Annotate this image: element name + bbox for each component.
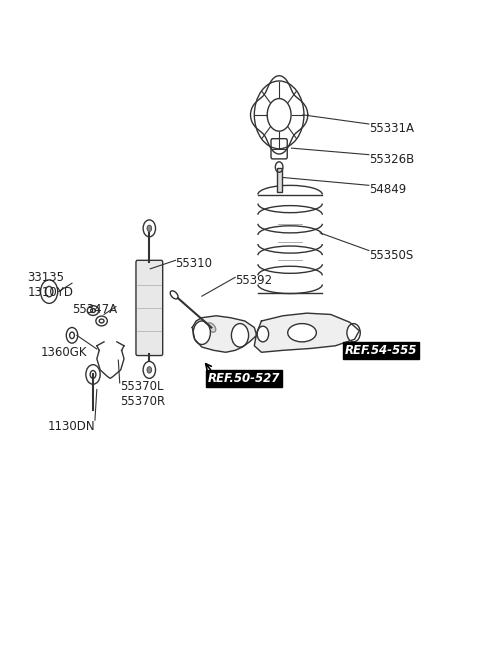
Circle shape	[257, 326, 269, 342]
Text: 54849: 54849	[369, 183, 406, 196]
Text: 55331A: 55331A	[369, 122, 414, 135]
Bar	[277, 168, 281, 192]
Circle shape	[147, 225, 152, 232]
Text: 33135
1310YD: 33135 1310YD	[28, 271, 73, 299]
Circle shape	[347, 324, 360, 342]
Circle shape	[193, 321, 210, 345]
FancyBboxPatch shape	[136, 260, 163, 356]
Text: 1130DN: 1130DN	[48, 420, 96, 433]
Text: 1360GK: 1360GK	[40, 346, 87, 359]
Text: REF.54-555: REF.54-555	[345, 344, 418, 357]
Text: 55310: 55310	[176, 257, 213, 270]
Ellipse shape	[207, 323, 216, 332]
Polygon shape	[254, 313, 360, 352]
Text: 55326B: 55326B	[369, 153, 414, 166]
Text: 55392: 55392	[235, 274, 272, 287]
Circle shape	[147, 367, 152, 373]
Polygon shape	[192, 316, 257, 352]
Text: 55347A: 55347A	[72, 303, 117, 316]
Text: 55350S: 55350S	[369, 250, 413, 262]
Text: 55370L
55370R: 55370L 55370R	[120, 380, 165, 408]
Ellipse shape	[288, 324, 316, 342]
Circle shape	[231, 324, 249, 347]
Text: REF.50-527: REF.50-527	[207, 372, 280, 385]
